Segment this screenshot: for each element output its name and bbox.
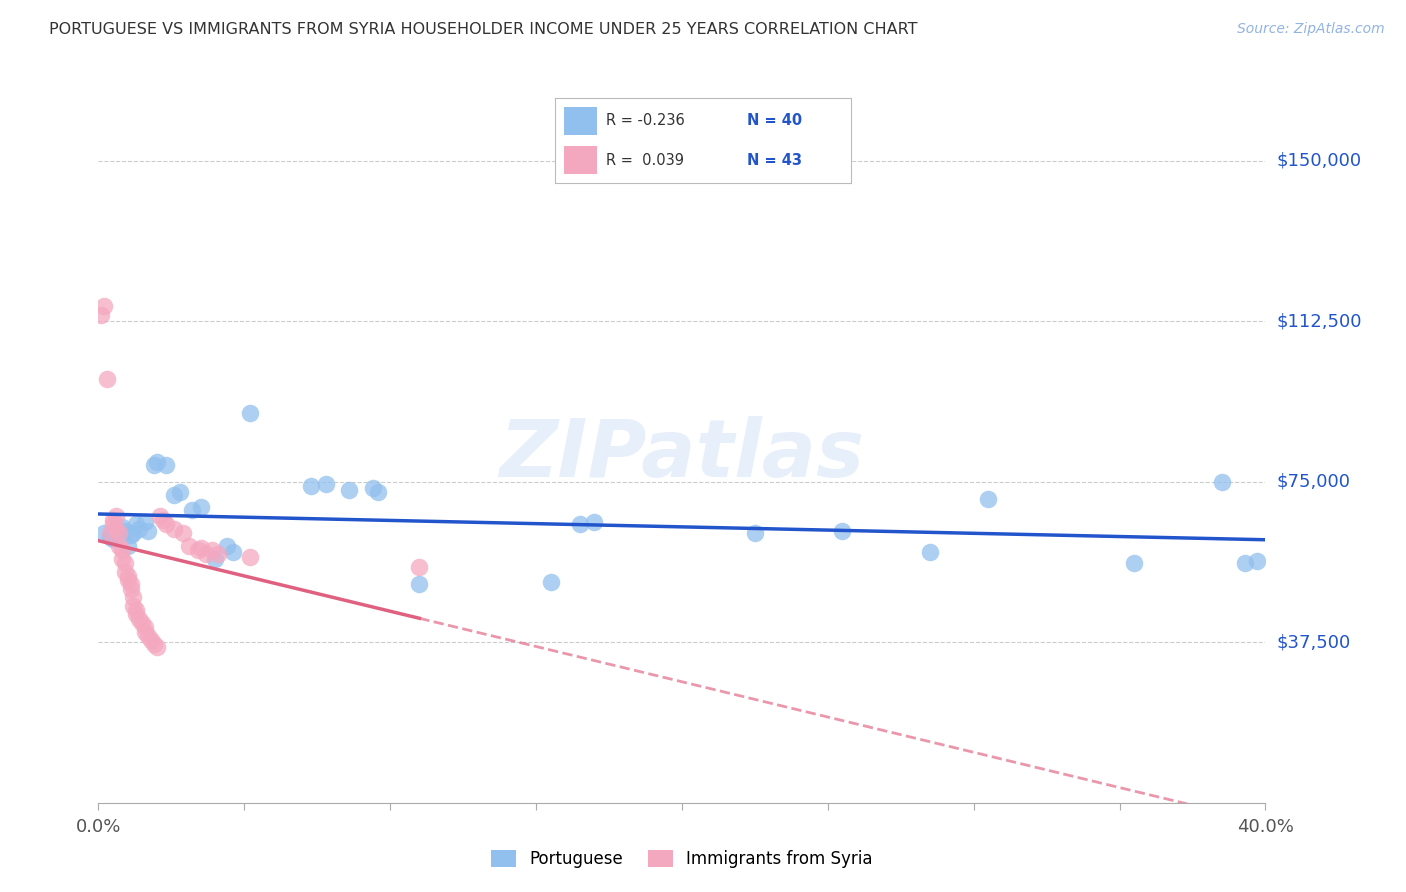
- Point: [117, 539, 139, 553]
- Point: [134, 516, 156, 530]
- Point: [163, 487, 186, 501]
- Point: [108, 526, 131, 541]
- Point: [125, 603, 148, 617]
- Point: [146, 640, 169, 654]
- Point: [134, 620, 156, 634]
- Point: [361, 481, 384, 495]
- Point: [117, 569, 139, 583]
- Point: [169, 485, 191, 500]
- Text: $75,000: $75,000: [1277, 473, 1351, 491]
- Point: [111, 519, 134, 533]
- Point: [918, 545, 941, 559]
- FancyBboxPatch shape: [564, 146, 596, 175]
- Point: [187, 543, 209, 558]
- Point: [120, 577, 142, 591]
- Point: [221, 545, 243, 559]
- Point: [172, 526, 194, 541]
- Point: [337, 483, 360, 498]
- Point: [120, 528, 142, 542]
- Point: [98, 526, 121, 541]
- Point: [239, 406, 262, 420]
- Point: [93, 299, 115, 313]
- Point: [122, 591, 145, 605]
- Point: [207, 548, 229, 562]
- Text: ZIPatlas: ZIPatlas: [499, 416, 865, 494]
- Point: [204, 551, 226, 566]
- Point: [104, 508, 127, 523]
- Point: [408, 577, 430, 591]
- Text: $37,500: $37,500: [1277, 633, 1351, 651]
- Point: [108, 539, 131, 553]
- Text: N = 40: N = 40: [748, 113, 803, 128]
- Point: [583, 516, 606, 530]
- Point: [93, 526, 115, 541]
- Point: [101, 517, 124, 532]
- Point: [104, 522, 127, 536]
- Text: PORTUGUESE VS IMMIGRANTS FROM SYRIA HOUSEHOLDER INCOME UNDER 25 YEARS CORRELATIO: PORTUGUESE VS IMMIGRANTS FROM SYRIA HOUS…: [49, 22, 918, 37]
- Point: [114, 556, 136, 570]
- Point: [122, 526, 145, 541]
- Point: [122, 599, 145, 613]
- Text: R =  0.039: R = 0.039: [606, 153, 683, 168]
- Point: [367, 485, 389, 500]
- Point: [111, 551, 134, 566]
- Point: [142, 458, 165, 472]
- Text: $150,000: $150,000: [1277, 152, 1361, 169]
- Text: Source: ZipAtlas.com: Source: ZipAtlas.com: [1237, 22, 1385, 37]
- Point: [1211, 475, 1233, 489]
- Point: [1123, 556, 1146, 570]
- Point: [190, 500, 212, 515]
- Point: [1233, 556, 1256, 570]
- Point: [104, 522, 127, 536]
- Point: [98, 530, 121, 544]
- Point: [195, 548, 218, 562]
- Point: [108, 526, 131, 541]
- Point: [111, 543, 134, 558]
- FancyBboxPatch shape: [564, 107, 596, 135]
- Point: [114, 524, 136, 538]
- Point: [101, 533, 124, 547]
- Point: [125, 517, 148, 532]
- Point: [180, 502, 202, 516]
- Point: [139, 633, 162, 648]
- Point: [177, 539, 200, 553]
- Point: [568, 517, 591, 532]
- Point: [540, 575, 562, 590]
- Point: [136, 629, 159, 643]
- Point: [136, 524, 159, 538]
- Point: [239, 549, 262, 564]
- Point: [120, 582, 142, 596]
- Point: [299, 479, 322, 493]
- Point: [831, 524, 853, 538]
- Point: [163, 522, 186, 536]
- Point: [96, 372, 118, 386]
- Point: [190, 541, 212, 555]
- Point: [114, 565, 136, 579]
- Text: N = 43: N = 43: [748, 153, 803, 168]
- Point: [1246, 554, 1268, 568]
- Point: [408, 560, 430, 574]
- Point: [131, 615, 153, 630]
- Point: [125, 607, 148, 622]
- Point: [315, 476, 337, 491]
- Point: [117, 573, 139, 587]
- Point: [146, 455, 169, 469]
- Point: [977, 491, 1000, 506]
- Point: [201, 543, 224, 558]
- Legend: Portuguese, Immigrants from Syria: Portuguese, Immigrants from Syria: [484, 843, 880, 874]
- Point: [90, 308, 112, 322]
- Point: [155, 458, 177, 472]
- Text: R = -0.236: R = -0.236: [606, 113, 685, 128]
- Text: $112,500: $112,500: [1277, 312, 1362, 330]
- Point: [142, 637, 165, 651]
- Point: [152, 513, 174, 527]
- Point: [101, 513, 124, 527]
- Point: [128, 522, 150, 536]
- Point: [128, 612, 150, 626]
- Point: [149, 508, 172, 523]
- Point: [155, 517, 177, 532]
- Point: [744, 526, 766, 541]
- Point: [215, 539, 238, 553]
- Point: [134, 624, 156, 639]
